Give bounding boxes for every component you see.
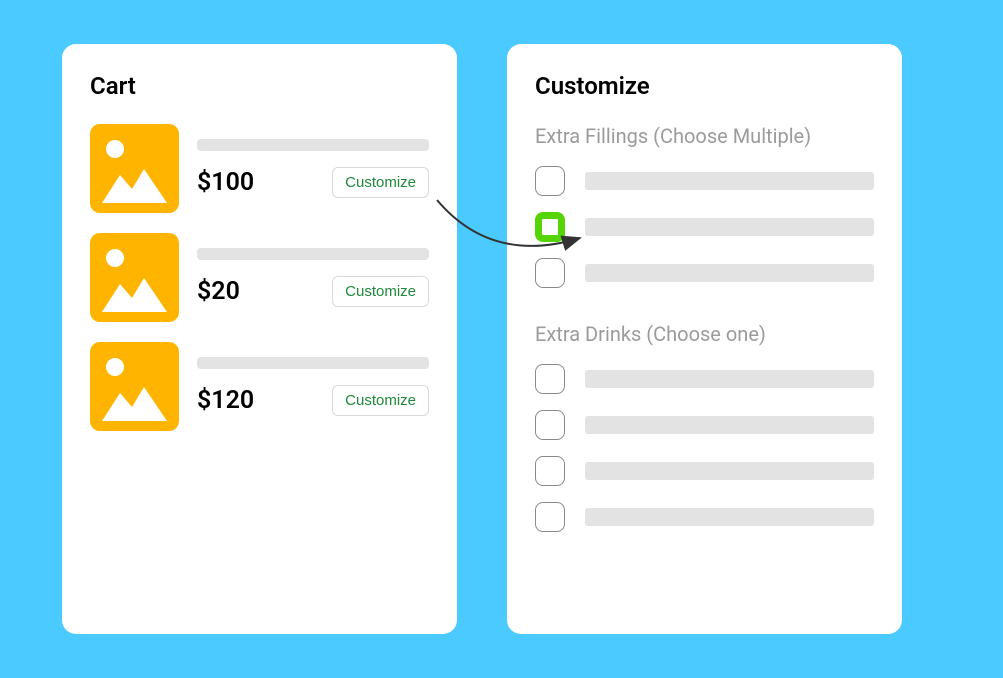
checkbox[interactable] — [535, 502, 565, 532]
option-row[interactable] — [535, 410, 874, 440]
cart-item: $20 Customize — [90, 233, 429, 322]
product-name-placeholder — [197, 139, 429, 151]
option-row[interactable] — [535, 364, 874, 394]
product-image-icon — [90, 124, 179, 213]
option-label-placeholder — [585, 264, 874, 282]
section-label-drinks: Extra Drinks (Choose one) — [535, 322, 874, 346]
customize-button[interactable]: Customize — [332, 167, 429, 198]
customize-panel: Customize Extra Fillings (Choose Multipl… — [507, 44, 902, 634]
option-row[interactable] — [535, 212, 874, 242]
option-row[interactable] — [535, 502, 874, 532]
product-name-placeholder — [197, 248, 429, 260]
product-price: $120 — [197, 386, 254, 415]
cart-title: Cart — [90, 72, 429, 100]
option-row[interactable] — [535, 166, 874, 196]
option-label-placeholder — [585, 508, 874, 526]
option-label-placeholder — [585, 218, 874, 236]
product-name-placeholder — [197, 357, 429, 369]
option-label-placeholder — [585, 462, 874, 480]
checkbox-checked[interactable] — [535, 212, 565, 242]
product-image-icon — [90, 233, 179, 322]
option-row[interactable] — [535, 456, 874, 486]
checkbox[interactable] — [535, 166, 565, 196]
option-label-placeholder — [585, 416, 874, 434]
option-row[interactable] — [535, 258, 874, 288]
cart-item: $120 Customize — [90, 342, 429, 431]
section-label-fillings: Extra Fillings (Choose Multiple) — [535, 124, 874, 148]
checkbox[interactable] — [535, 410, 565, 440]
cart-panel: Cart $100 Customize $20 — [62, 44, 457, 634]
customize-button[interactable]: Customize — [332, 385, 429, 416]
product-price: $20 — [197, 277, 240, 306]
product-image-icon — [90, 342, 179, 431]
option-label-placeholder — [585, 172, 874, 190]
cart-item: $100 Customize — [90, 124, 429, 213]
option-label-placeholder — [585, 370, 874, 388]
checkbox[interactable] — [535, 364, 565, 394]
product-price: $100 — [197, 168, 254, 197]
checkbox[interactable] — [535, 258, 565, 288]
customize-button[interactable]: Customize — [332, 276, 429, 307]
checkbox[interactable] — [535, 456, 565, 486]
customize-title: Customize — [535, 72, 874, 100]
